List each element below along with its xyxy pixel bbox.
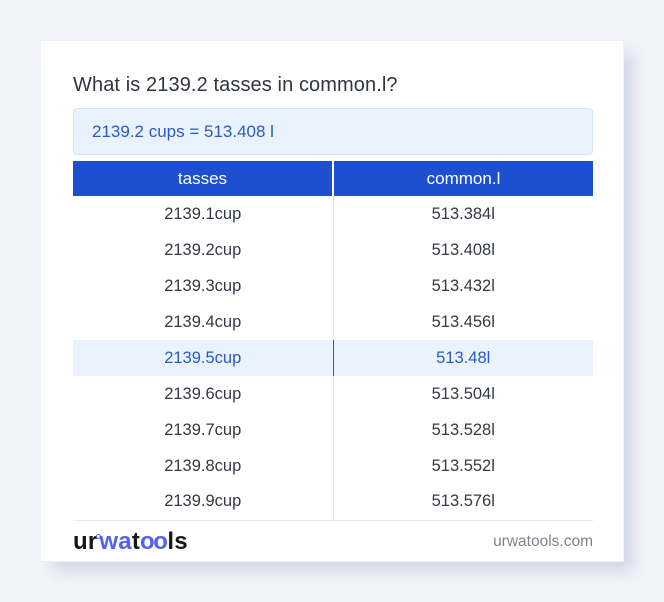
conversion-result-text: 2139.2 cups = 513.408 l <box>92 121 274 141</box>
table-row: 2139.1cup 513.384l <box>73 196 593 232</box>
table-cell: 2139.9cup <box>73 484 334 521</box>
card-footer: urwatools urwatools.com <box>73 528 593 556</box>
column-header-tasses: tasses <box>73 161 334 196</box>
table-cell: 513.576l <box>333 484 593 521</box>
table-row: 2139.9cup 513.576l <box>73 484 593 521</box>
urwatools-logo[interactable]: urwatools <box>73 528 188 556</box>
logo-text-ls: ls <box>167 527 188 555</box>
table-cell: 513.432l <box>333 268 593 304</box>
logo-text-oo: oo <box>140 527 168 555</box>
table-cell: 513.456l <box>333 304 593 340</box>
column-header-common-l: common.l <box>333 161 593 196</box>
table-cell: 2139.6cup <box>73 376 334 412</box>
converter-card: What is 2139.2 tasses in common.l? 2139.… <box>40 40 624 562</box>
site-domain: urwatools.com <box>493 532 593 550</box>
table-cell: 2139.5cup <box>73 340 334 376</box>
table-cell: 513.504l <box>333 376 593 412</box>
table-row: 2139.2cup 513.408l <box>73 232 593 268</box>
table-cell: 513.384l <box>333 196 593 232</box>
table-row: 2139.7cup 513.528l <box>73 412 593 448</box>
logo-text-wa: wa <box>99 527 132 555</box>
logo-degree-icon <box>96 533 102 539</box>
table-cell: 2139.2cup <box>73 232 334 268</box>
table-cell: 2139.4cup <box>73 304 334 340</box>
table-cell: 2139.3cup <box>73 268 334 304</box>
table-cell: 2139.8cup <box>73 448 334 484</box>
table-cell: 513.408l <box>333 232 593 268</box>
table-cell: 2139.1cup <box>73 196 334 232</box>
logo-text-ur: ur <box>73 527 98 555</box>
table-cell: 513.48l <box>333 340 593 376</box>
conversion-table-body: 2139.1cup 513.384l 2139.2cup 513.408l 2139.3… <box>73 196 593 521</box>
table-row: 2139.6cup 513.504l <box>73 376 593 412</box>
conversion-table: tasses common.l 2139.1cup 513.384l 2139.2c… <box>73 161 593 521</box>
logo-text-t: t <box>131 527 141 555</box>
page-title: What is 2139.2 tasses in common.l? <box>73 74 398 96</box>
conversion-result-box: 2139.2 cups = 513.408 l <box>73 108 593 155</box>
table-row: 2139.5cup 513.48l <box>73 340 593 376</box>
table-header-row: tasses common.l <box>73 161 593 196</box>
table-cell: 513.528l <box>333 412 593 448</box>
table-cell: 513.552l <box>333 448 593 484</box>
table-row: 2139.8cup 513.552l <box>73 448 593 484</box>
table-cell: 2139.7cup <box>73 412 334 448</box>
table-row: 2139.4cup 513.456l <box>73 304 593 340</box>
table-row: 2139.3cup 513.432l <box>73 268 593 304</box>
